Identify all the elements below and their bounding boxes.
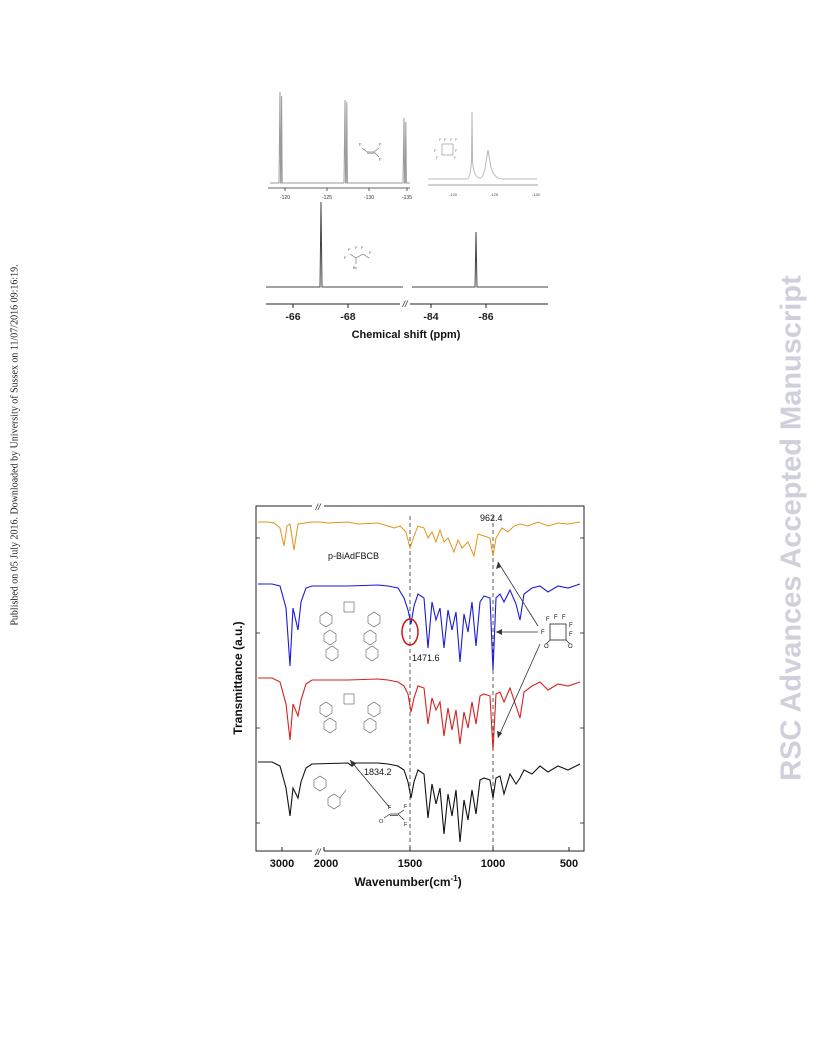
svg-text:F: F	[388, 805, 392, 811]
tick-label: -125	[490, 192, 499, 197]
tick-label: 1000	[481, 858, 505, 870]
watermark: RSC Advances Accepted Manuscript	[770, 258, 814, 798]
nmr-figure: -120 -125 -130 -135 F FF -120 -125 -130 F…	[266, 91, 548, 341]
nmr-panel-top-left: -120 -125 -130 -135 F F F	[268, 91, 412, 201]
tick-label: -130	[532, 192, 541, 197]
peak-label-1471: 1471.6	[412, 653, 440, 663]
tick-label: 500	[560, 858, 578, 870]
svg-text:F: F	[455, 148, 458, 153]
tick-label: -86	[478, 311, 493, 323]
svg-text:F: F	[359, 142, 362, 147]
molecule-structure-black-icon	[313, 775, 347, 810]
svg-text:F: F	[434, 148, 437, 153]
ir-trace-black	[258, 761, 581, 843]
highlight-circle	[401, 618, 419, 646]
publication-note: Published on 05 July 2016. Downloaded by…	[6, 255, 24, 635]
ir-trace-orange	[258, 521, 581, 558]
watermark-text: RSC Advances Accepted Manuscript	[775, 275, 808, 781]
tick-label: -135	[402, 195, 412, 201]
svg-text:F: F	[439, 137, 442, 142]
annotation-arrows	[349, 561, 541, 809]
svg-text:F: F	[450, 137, 453, 142]
tick-label: -125	[322, 195, 332, 201]
x-axis-label: Wavenumber(cm-1)	[354, 874, 461, 889]
x-axis-label-close: )	[458, 875, 462, 889]
svg-text:F: F	[444, 137, 447, 142]
publication-note-text: Published on 05 July 2016. Downloaded by…	[9, 264, 21, 626]
ir-trace-red	[258, 677, 581, 751]
x-axis-label: Chemical shift (ppm)	[352, 329, 461, 341]
tick-label: -120	[449, 192, 458, 197]
tick-label: 1500	[398, 858, 422, 870]
x-axis-label-main: Wavenumber(cm	[354, 875, 450, 889]
tick-label: 3000	[270, 858, 294, 870]
nmr-panel-bottom: // -66 -68 -84 -86 Chemical shift (ppm) …	[266, 201, 548, 341]
svg-text:O: O	[379, 819, 384, 825]
tick-label: -130	[364, 195, 374, 201]
tick-label: 2000	[314, 858, 338, 870]
svg-text:F: F	[404, 804, 408, 810]
molecule-structure-red-icon	[319, 693, 381, 734]
ir-trace-blue	[258, 583, 581, 671]
axis-break-mark: //	[314, 502, 322, 512]
svg-text:F: F	[344, 255, 347, 260]
peak-label-1834: 1834.2	[364, 767, 392, 777]
svg-text:F: F	[404, 822, 408, 828]
svg-text:F: F	[361, 245, 364, 250]
nmr-inset-trace	[428, 111, 537, 180]
peak-label-962: 962.4	[480, 513, 503, 523]
svg-text:O: O	[568, 644, 573, 650]
svg-text:F: F	[569, 623, 573, 629]
svg-text:F: F	[379, 142, 382, 147]
axis-break-mark: //	[314, 847, 322, 857]
nmr-top-trace	[270, 91, 410, 184]
molecule-structure-blue-icon	[319, 601, 381, 662]
svg-text:Br: Br	[353, 265, 358, 270]
tick-label: -68	[340, 311, 355, 323]
nmr-bottom-trace	[266, 201, 403, 288]
trifluorovinyl-structure-icon	[361, 147, 380, 158]
svg-text:F: F	[554, 615, 558, 621]
svg-text:F: F	[355, 245, 358, 250]
svg-text:F: F	[454, 155, 457, 160]
trifluorovinyl-ether-structure-icon	[383, 809, 405, 821]
svg-text:F: F	[348, 247, 351, 252]
svg-text:F: F	[569, 632, 573, 638]
svg-text:F: F	[546, 617, 550, 623]
svg-text:O: O	[544, 644, 549, 650]
tick-label: -84	[423, 311, 438, 323]
svg-text:F: F	[436, 155, 439, 160]
axis-break-mark: //	[401, 299, 409, 309]
svg-text:F: F	[379, 157, 382, 162]
series-label: p-BiAdFBCB	[328, 551, 379, 561]
svg-text:F: F	[541, 630, 545, 636]
y-axis-label: Transmittance (a.u.)	[231, 621, 245, 734]
tick-label: -66	[285, 311, 300, 323]
svg-text:F: F	[562, 615, 566, 621]
ir-figure: // // p-BiAdFBCB 962.4 1471.6 1834.2	[231, 502, 585, 889]
ir-plot-frame	[255, 505, 585, 852]
svg-text:F: F	[455, 137, 458, 142]
tick-label: -120	[280, 195, 290, 201]
svg-text:F: F	[369, 250, 372, 255]
bromotetrafluoroethyl-structure-icon	[349, 253, 370, 264]
x-axis-label-sup: -1	[451, 874, 459, 883]
